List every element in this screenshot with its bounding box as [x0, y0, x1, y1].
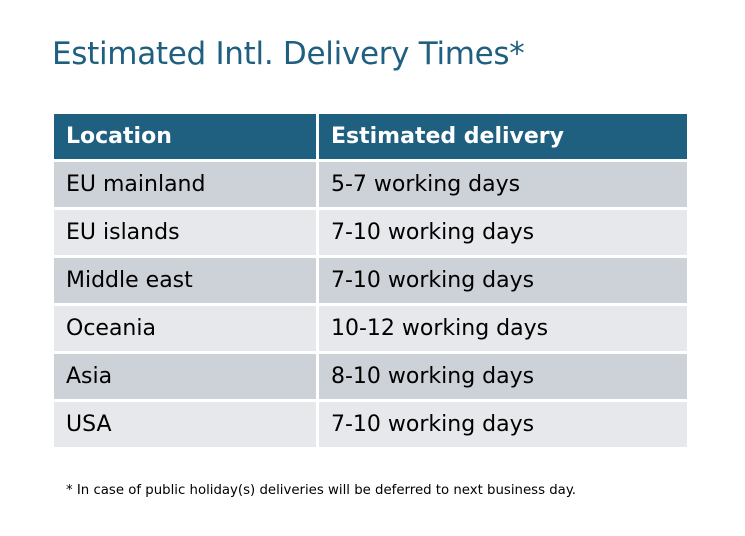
table-row: EU islands 7-10 working days — [54, 210, 687, 255]
footnote: * In case of public holiday(s) deliverie… — [66, 483, 577, 498]
header-location: Location — [54, 114, 316, 159]
location-cell: Middle east — [54, 258, 316, 303]
table-row: Asia 8-10 working days — [54, 354, 687, 399]
location-cell: Oceania — [54, 306, 316, 351]
location-cell: Asia — [54, 354, 316, 399]
table-row: Oceania 10-12 working days — [54, 306, 687, 351]
delivery-table: Location Estimated delivery EU mainland 5… — [51, 111, 690, 450]
table-row: EU mainland 5-7 working days — [54, 162, 687, 207]
header-estimated-delivery: Estimated delivery — [319, 114, 687, 159]
location-cell: USA — [54, 402, 316, 447]
delivery-cell: 7-10 working days — [319, 402, 687, 447]
table-header-row: Location Estimated delivery — [54, 114, 687, 159]
table-row: USA 7-10 working days — [54, 402, 687, 447]
delivery-cell: 8-10 working days — [319, 354, 687, 399]
table-row: Middle east 7-10 working days — [54, 258, 687, 303]
location-cell: EU mainland — [54, 162, 316, 207]
delivery-cell: 7-10 working days — [319, 210, 687, 255]
location-cell: EU islands — [54, 210, 316, 255]
delivery-cell: 5-7 working days — [319, 162, 687, 207]
delivery-cell: 10-12 working days — [319, 306, 687, 351]
page-title: Estimated Intl. Delivery Times* — [52, 36, 525, 72]
delivery-cell: 7-10 working days — [319, 258, 687, 303]
